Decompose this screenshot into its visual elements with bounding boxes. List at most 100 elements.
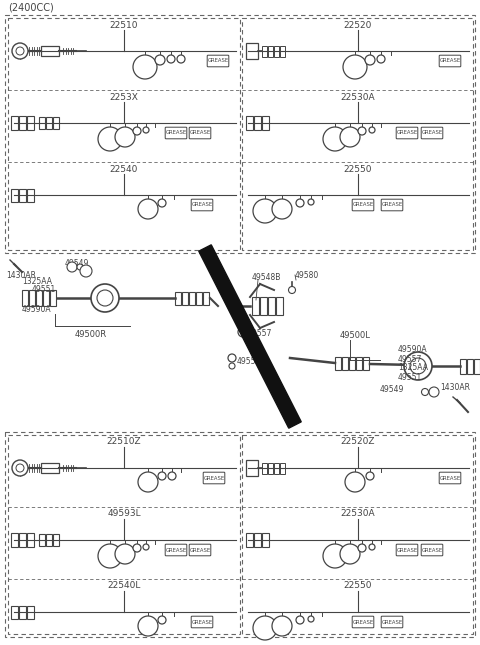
Circle shape — [288, 286, 296, 293]
Circle shape — [308, 616, 314, 622]
Circle shape — [133, 55, 157, 79]
Bar — [19, 606, 26, 619]
Text: 49549: 49549 — [65, 259, 89, 268]
Text: 22530A: 22530A — [340, 92, 375, 101]
Bar — [27, 606, 34, 619]
Text: 49557: 49557 — [237, 357, 262, 366]
FancyBboxPatch shape — [352, 199, 374, 211]
Text: GREASE: GREASE — [421, 548, 443, 553]
Bar — [27, 533, 34, 547]
Text: 49551: 49551 — [398, 373, 422, 381]
Circle shape — [168, 472, 176, 480]
Bar — [260, 297, 267, 315]
Bar — [29, 290, 35, 306]
Bar — [242, 435, 473, 634]
Circle shape — [138, 199, 158, 219]
Circle shape — [98, 544, 122, 568]
Bar — [53, 117, 59, 129]
Bar — [50, 290, 56, 306]
Bar — [43, 290, 49, 306]
Text: 1325AA: 1325AA — [22, 277, 52, 286]
Bar — [19, 116, 26, 130]
Text: GREASE: GREASE — [190, 548, 211, 553]
Polygon shape — [199, 245, 301, 428]
Text: 49557: 49557 — [248, 330, 272, 339]
Circle shape — [366, 472, 374, 480]
Text: 22530A: 22530A — [340, 510, 375, 519]
Text: 49500R: 49500R — [75, 330, 107, 339]
Bar — [11, 116, 18, 130]
Circle shape — [323, 544, 347, 568]
Circle shape — [323, 127, 347, 151]
Text: GREASE: GREASE — [207, 59, 228, 63]
Bar — [268, 297, 275, 315]
Bar — [39, 117, 45, 129]
Bar — [53, 534, 59, 546]
Bar — [11, 533, 18, 547]
Circle shape — [91, 284, 119, 312]
FancyBboxPatch shape — [352, 616, 374, 628]
Bar — [349, 357, 355, 370]
Circle shape — [238, 327, 248, 337]
Bar — [254, 533, 261, 547]
Circle shape — [97, 290, 113, 306]
Circle shape — [158, 199, 166, 207]
Text: 22550: 22550 — [343, 164, 372, 174]
Text: GREASE: GREASE — [439, 59, 461, 63]
Bar — [27, 116, 34, 130]
Bar — [19, 188, 26, 201]
Text: 22540: 22540 — [110, 164, 138, 174]
Text: GREASE: GREASE — [166, 130, 187, 135]
Circle shape — [177, 55, 185, 63]
Circle shape — [67, 262, 77, 272]
Bar — [335, 357, 341, 370]
Bar — [262, 46, 267, 57]
Text: GREASE: GREASE — [352, 619, 373, 624]
Circle shape — [115, 544, 135, 564]
Text: 22520Z: 22520Z — [340, 437, 375, 446]
Text: 49548B: 49548B — [252, 272, 281, 281]
Bar — [262, 462, 267, 473]
Bar — [274, 462, 279, 473]
FancyBboxPatch shape — [191, 616, 213, 628]
Bar — [280, 46, 285, 57]
Circle shape — [12, 460, 28, 476]
Bar — [262, 533, 269, 547]
Bar — [268, 46, 273, 57]
Circle shape — [343, 55, 367, 79]
Text: GREASE: GREASE — [396, 548, 418, 553]
FancyBboxPatch shape — [165, 127, 187, 139]
Text: 49593L: 49593L — [107, 510, 141, 519]
Bar — [246, 116, 253, 130]
Bar — [19, 533, 26, 547]
Bar — [5, 15, 475, 253]
Circle shape — [98, 127, 122, 151]
Bar — [175, 292, 181, 304]
FancyBboxPatch shape — [203, 472, 225, 484]
Text: 22550: 22550 — [343, 582, 372, 591]
FancyBboxPatch shape — [421, 544, 443, 556]
Text: GREASE: GREASE — [204, 475, 225, 481]
Circle shape — [272, 199, 292, 219]
Circle shape — [253, 616, 277, 640]
Bar — [189, 292, 195, 304]
Text: GREASE: GREASE — [192, 619, 213, 624]
Bar — [467, 359, 473, 373]
Circle shape — [155, 55, 165, 65]
Bar — [8, 18, 240, 250]
FancyBboxPatch shape — [396, 544, 418, 556]
Text: (2400CC): (2400CC) — [8, 3, 54, 13]
Bar — [203, 292, 209, 304]
Bar — [196, 292, 202, 304]
Text: GREASE: GREASE — [396, 130, 418, 135]
FancyBboxPatch shape — [421, 127, 443, 139]
Circle shape — [143, 544, 149, 550]
FancyBboxPatch shape — [439, 472, 461, 484]
Circle shape — [369, 127, 375, 133]
Bar — [27, 188, 34, 201]
Circle shape — [143, 127, 149, 133]
Text: 22510: 22510 — [110, 21, 138, 30]
Circle shape — [410, 358, 426, 374]
Bar — [356, 357, 362, 370]
Bar — [280, 462, 285, 473]
